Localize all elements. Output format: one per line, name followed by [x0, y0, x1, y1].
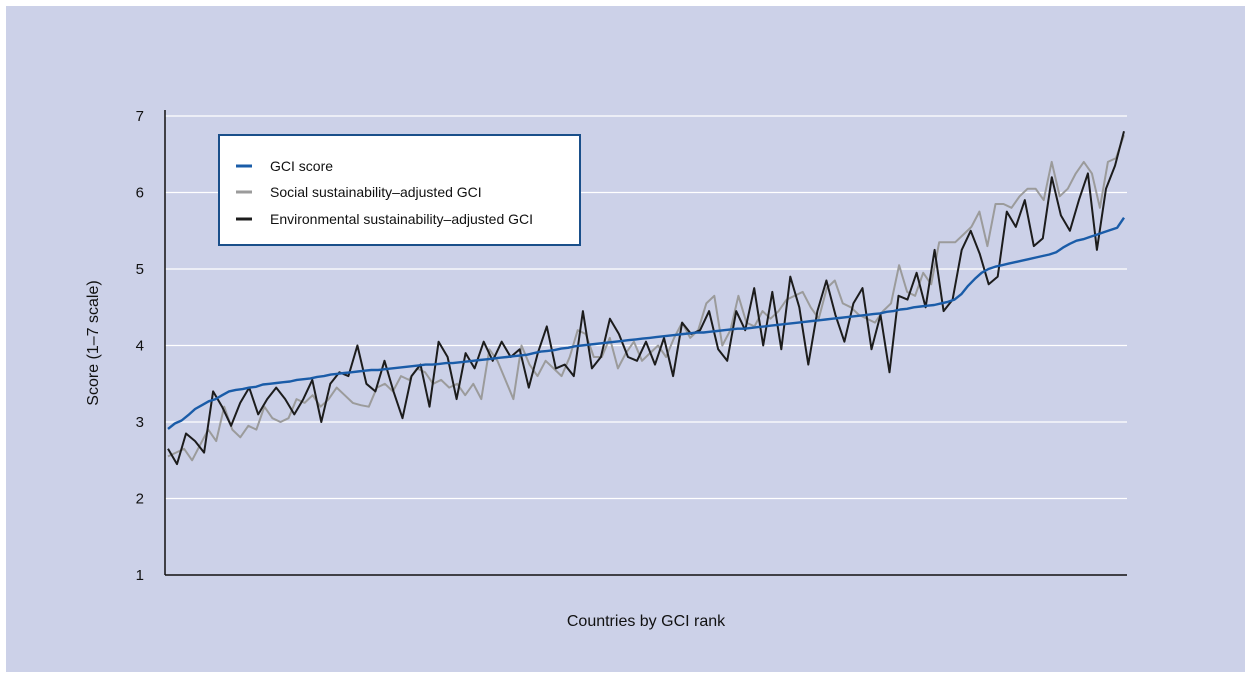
legend-box [218, 134, 581, 246]
legend: GCI score Social sustainability–adjusted… [218, 134, 581, 246]
legend-label-environmental: Environmental sustainability–adjusted GC… [270, 211, 533, 227]
y-tick-label: 2 [136, 491, 144, 508]
line-chart: 1 2 3 4 5 6 7 Countries by GCI rank Score (1–7… [85, 108, 1127, 630]
series-line-gci [167, 217, 1125, 430]
y-tick-label: 1 [136, 567, 144, 584]
y-axis-title: Score (1–7 scale) [85, 280, 102, 405]
y-tick-label: 6 [136, 185, 144, 202]
y-tick-label: 7 [136, 108, 144, 125]
y-tick-label: 3 [136, 414, 144, 431]
legend-label-social: Social sustainability–adjusted GCI [270, 184, 482, 200]
series-line-environmental [167, 131, 1125, 466]
chart-panel: 1 2 3 4 5 6 7 Countries by GCI rank Score (1–7… [6, 6, 1245, 672]
x-axis-title: Countries by GCI rank [567, 613, 726, 630]
legend-label-gci: GCI score [270, 158, 333, 174]
y-tick-label: 5 [136, 261, 144, 278]
series-lines [167, 131, 1125, 466]
y-tick-labels: 1 2 3 4 5 6 7 [136, 108, 144, 584]
y-tick-label: 4 [136, 338, 144, 355]
